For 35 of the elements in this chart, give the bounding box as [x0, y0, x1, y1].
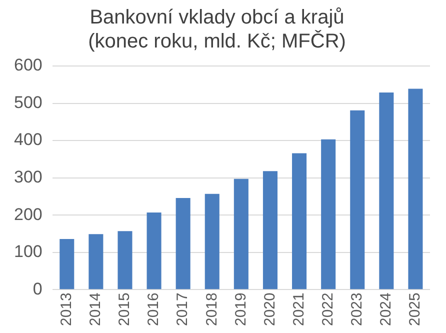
y-tick-label: 0	[32, 279, 42, 298]
bar	[262, 171, 278, 290]
bar	[146, 212, 162, 290]
x-tick-label: 2016	[145, 292, 162, 326]
x-tick-label: 2021	[290, 292, 308, 326]
x-tick-label: 2020	[261, 292, 278, 326]
x-tick-label: 2017	[174, 292, 192, 326]
text: (konec roku, mld. Kč; MFČR)	[88, 30, 346, 53]
bar	[204, 194, 220, 290]
bar	[118, 231, 132, 290]
bar	[88, 234, 104, 290]
bar	[176, 198, 190, 290]
bar	[379, 92, 394, 290]
bar	[292, 153, 307, 290]
x-tick-label: 2018	[203, 292, 220, 326]
x-tick-label: 2013	[58, 292, 76, 326]
x-tick-label: 2023	[348, 292, 366, 326]
bar	[408, 88, 423, 290]
x-tick-label: 2015	[116, 292, 134, 326]
bar	[60, 238, 74, 290]
x-tick-label: 2025	[406, 292, 424, 326]
x-tick-label: 2014	[87, 292, 104, 326]
y-tick-label: 400	[14, 130, 42, 150]
y-tick-label: 500	[14, 92, 42, 112]
x-tick-label: 2024	[378, 292, 395, 326]
bar	[350, 110, 365, 290]
bar	[234, 178, 248, 290]
y-tick-label: 100	[14, 242, 42, 262]
text: Bankovní vklady obcí a krajů	[90, 6, 344, 29]
x-tick-label: 2019	[232, 292, 250, 326]
y-tick-label: 200	[14, 204, 42, 224]
y-tick-label: 300	[14, 168, 42, 187]
bar	[321, 139, 336, 290]
y-tick-label: 600	[14, 56, 42, 75]
x-tick-label: 2022	[319, 292, 336, 326]
